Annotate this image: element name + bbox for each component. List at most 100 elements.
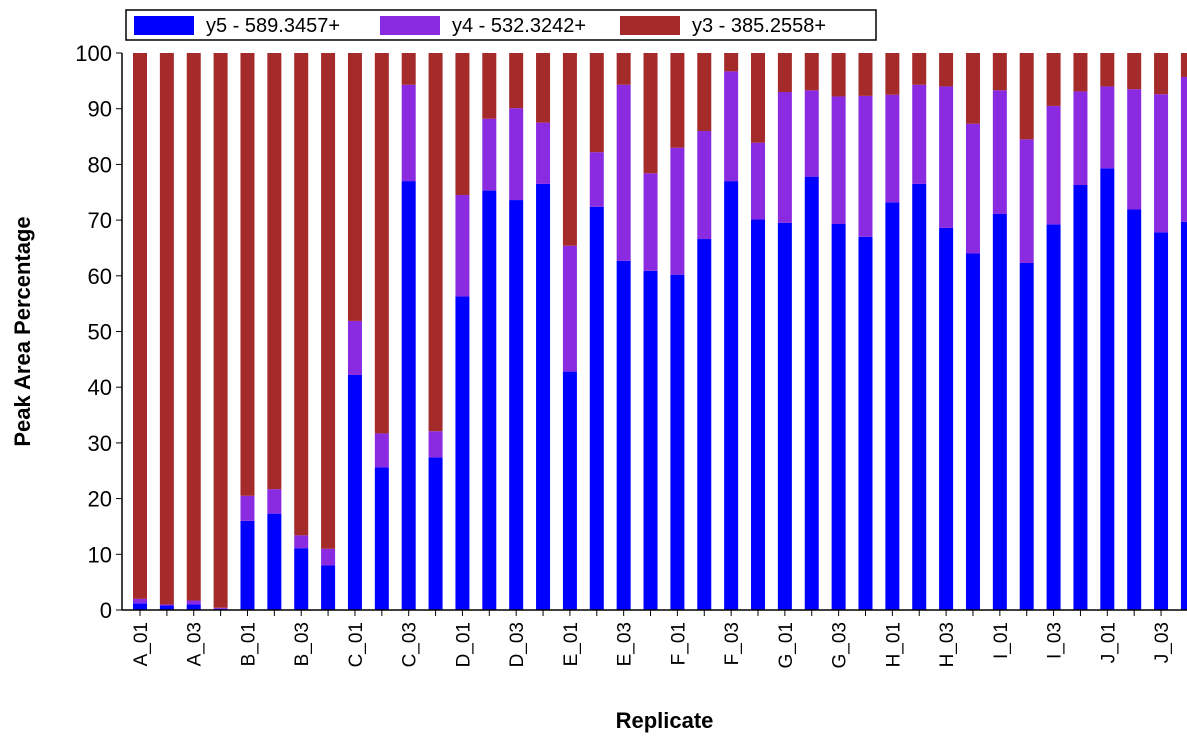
bar-I_01-series-2 (992, 90, 1007, 214)
bar-G_03-series-1 (831, 224, 846, 610)
bar-H_04-series-3 (965, 53, 980, 124)
bar-H_02-series-2 (912, 84, 927, 184)
bar-J_03-series-2 (1154, 94, 1169, 233)
bar-G_03-series-2 (831, 96, 846, 224)
x-tick-label: G_01 (776, 622, 797, 668)
bar-D_03-series-3 (509, 53, 524, 109)
bar-H_01-series-3 (885, 53, 900, 95)
bar-E_01-series-1 (562, 371, 577, 610)
x-tick-label: C_03 (400, 622, 421, 667)
bar-F_01-series-3 (670, 53, 685, 148)
x-tick-label: I_03 (1045, 622, 1066, 659)
bar-E_01-series-2 (562, 245, 577, 372)
bar-G_02-series-1 (804, 176, 819, 610)
bar-G_01-series-3 (777, 53, 792, 92)
legend-label: y3 - 385.2558+ (692, 15, 826, 37)
bar-D_02-series-3 (482, 53, 497, 119)
y-tick-label: 30 (88, 431, 112, 456)
bar-A_04-series-3 (213, 53, 228, 608)
bar-C_02-series-2 (374, 433, 389, 468)
bar-B_03-series-1 (294, 548, 309, 610)
bar-E_03-series-2 (616, 84, 631, 261)
bar-A_01-series-3 (133, 53, 147, 599)
y-tick-label: 50 (88, 320, 112, 345)
bar-C_04-series-2 (428, 431, 443, 458)
bar-G_02-series-3 (804, 53, 819, 91)
bar-D_04-series-3 (536, 53, 551, 123)
bar-A_02-series-2 (159, 604, 174, 606)
bar-D_04-series-1 (536, 183, 551, 610)
bar-J_03-series-1 (1154, 232, 1169, 610)
y-tick-label: 80 (88, 152, 112, 177)
bar-A_01-series-2 (133, 598, 147, 604)
bar-A_02-series-3 (159, 53, 174, 605)
bar-A_03-series-3 (186, 53, 201, 601)
y-axis-label: Peak Area Percentage (10, 216, 35, 446)
legend-swatch (620, 16, 680, 35)
x-tick-label: F_03 (722, 622, 743, 665)
bar-E_04-series-3 (643, 53, 658, 174)
bar-H_01-series-2 (885, 94, 900, 203)
x-tick-label: B_03 (292, 622, 313, 666)
y-tick-label: 90 (88, 97, 112, 122)
bar-F_03-series-1 (724, 181, 739, 611)
x-tick-label: A_03 (185, 622, 206, 666)
bar-C_03-series-3 (401, 53, 416, 85)
bar-J_03-series-3 (1154, 53, 1169, 95)
bar-A_03-series-2 (186, 600, 201, 605)
bar-C_01-series-2 (347, 320, 362, 375)
bar-C_01-series-1 (347, 374, 362, 610)
bar-B_02-series-2 (267, 489, 282, 514)
bar-B_01-series-2 (240, 495, 255, 521)
y-tick-label: 20 (88, 487, 112, 512)
x-tick-label: E_01 (561, 622, 582, 666)
x-tick-label: J_03 (1152, 622, 1173, 663)
bar-E_02-series-3 (589, 53, 604, 153)
bar-B_02-series-1 (267, 513, 282, 610)
bar-C_04-series-3 (428, 53, 443, 432)
bar-J_04-series-2 (1180, 76, 1187, 222)
bar-C_01-series-3 (347, 53, 362, 321)
x-tick-label: G_03 (830, 622, 851, 668)
legend-label: y5 - 589.3457+ (206, 15, 340, 37)
bar-I_01-series-1 (992, 213, 1007, 610)
bar-D_01-series-3 (455, 53, 470, 196)
bar-J_02-series-2 (1127, 89, 1142, 210)
bar-E_02-series-2 (589, 152, 604, 207)
bar-B_02-series-3 (267, 53, 282, 490)
bar-E_01-series-3 (562, 53, 577, 246)
bar-C_04-series-1 (428, 457, 443, 610)
bar-I_03-series-2 (1046, 105, 1061, 225)
bar-A_03-series-1 (186, 604, 201, 610)
bar-H_04-series-2 (965, 123, 980, 254)
bar-E_03-series-1 (616, 260, 631, 610)
y-tick-label: 100 (75, 41, 112, 66)
bar-A_04-series-2 (213, 607, 228, 609)
bar-J_04-series-3 (1180, 53, 1187, 77)
bar-J_01-series-3 (1100, 53, 1115, 87)
x-tick-label: A_01 (131, 622, 152, 666)
bar-J_02-series-1 (1127, 209, 1142, 610)
bar-B_01-series-3 (240, 53, 255, 496)
y-tick-label: 40 (88, 375, 112, 400)
bar-G_01-series-1 (777, 222, 792, 610)
bar-B_03-series-2 (294, 535, 309, 549)
bar-G_04-series-2 (858, 95, 873, 237)
bar-C_02-series-1 (374, 467, 389, 610)
bar-C_03-series-1 (401, 181, 416, 611)
y-tick-label: 10 (88, 542, 112, 567)
bar-I_03-series-1 (1046, 224, 1061, 610)
bar-I_04-series-3 (1073, 53, 1088, 92)
legend-box (125, 9, 877, 41)
bar-E_03-series-3 (616, 53, 631, 85)
bar-H_04-series-1 (965, 253, 980, 610)
bar-J_04-series-1 (1180, 221, 1187, 610)
bar-I_03-series-3 (1046, 53, 1061, 106)
bar-F_04-series-2 (751, 142, 766, 220)
bar-D_03-series-1 (509, 200, 524, 611)
x-tick-label: H_01 (883, 622, 904, 667)
bar-D_03-series-2 (509, 108, 524, 201)
bar-B_01-series-1 (240, 520, 255, 610)
bar-F_03-series-2 (724, 71, 739, 182)
